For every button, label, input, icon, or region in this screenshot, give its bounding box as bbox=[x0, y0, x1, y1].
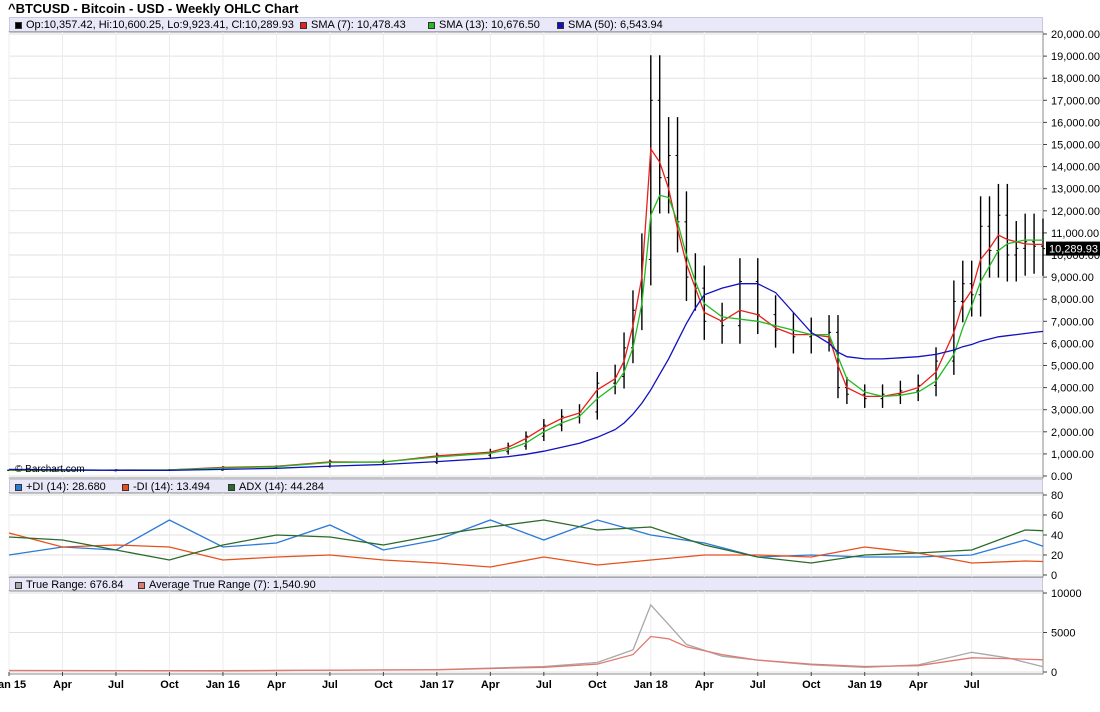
time-axis: Jan 15 Apr Jul Oct Jan 16 Apr Jul Oct Jan 17 Apr J… bbox=[0, 672, 980, 691]
adx-swatch bbox=[228, 483, 235, 491]
price-tick-label: 4,000.00 bbox=[1051, 383, 1094, 395]
time-label: Jan 17 bbox=[420, 679, 454, 691]
price-tick-label: 20,000.00 bbox=[1051, 29, 1100, 41]
atr-swatch bbox=[138, 581, 145, 589]
time-label: Jan 15 bbox=[0, 679, 26, 691]
tr-tick-label: 10000 bbox=[1051, 588, 1082, 600]
price-tick-label: 6,000.00 bbox=[1051, 338, 1094, 350]
dmi-tick-label: 0 bbox=[1051, 570, 1057, 582]
time-label: Jul bbox=[964, 679, 980, 691]
time-label: Jul bbox=[108, 679, 124, 691]
tr-panel: 10000 5000 0 bbox=[8, 588, 1082, 679]
price-tick-label: 3,000.00 bbox=[1051, 405, 1094, 417]
price-legend: Op:10,357.42, Hi:10,600.25, Lo:9,923.41,… bbox=[9, 17, 1043, 32]
price-tick-label: 16,000.00 bbox=[1051, 117, 1100, 129]
atr-legend-label: Average True Range (7): 1,540.90 bbox=[149, 579, 316, 591]
price-panel: 20,000.00 19,000.00 18,000.00 17,000.00 16,0… bbox=[7, 29, 1100, 483]
time-label: Apr bbox=[53, 679, 73, 691]
price-tick-label: 13,000.00 bbox=[1051, 184, 1100, 196]
time-label: Apr bbox=[481, 679, 501, 691]
price-tick-label: 8,000.00 bbox=[1051, 294, 1094, 306]
price-tick-label: 11,000.00 bbox=[1051, 228, 1099, 240]
price-tick-label: 18,000.00 bbox=[1051, 73, 1100, 85]
minus-di-legend-item: -DI (14): 13.494 bbox=[122, 481, 210, 493]
ohlc-legend-item: Op:10,357.42, Hi:10,600.25, Lo:9,923.41,… bbox=[15, 19, 294, 31]
sma50-legend-item: SMA (50): 6,543.94 bbox=[557, 19, 663, 31]
time-label: Jan 19 bbox=[848, 679, 882, 691]
sma-13--line bbox=[8, 194, 1043, 472]
-di-14--line bbox=[8, 532, 1044, 568]
time-label: Oct bbox=[802, 679, 821, 691]
time-label: Jul bbox=[750, 679, 766, 691]
dmi-tick-label: 40 bbox=[1051, 530, 1063, 542]
dmi-tick-label: 80 bbox=[1051, 490, 1063, 502]
price-tick-label: 7,000.00 bbox=[1051, 316, 1094, 328]
price-tick-label: 2,000.00 bbox=[1051, 427, 1094, 439]
adx-legend-label: ADX (14): 44.284 bbox=[239, 481, 324, 493]
dmi-tick-label: 60 bbox=[1051, 510, 1063, 522]
last-price-label: 10,289.93 bbox=[1049, 244, 1098, 256]
plus-di-legend-item: +DI (14): 28.680 bbox=[15, 481, 106, 493]
time-label: Oct bbox=[588, 679, 607, 691]
-di-14--line bbox=[8, 519, 1044, 558]
time-label: Jul bbox=[536, 679, 552, 691]
price-tick-label: 14,000.00 bbox=[1051, 162, 1100, 174]
tr-tick-label: 0 bbox=[1051, 667, 1057, 679]
minus-di-swatch bbox=[122, 483, 129, 491]
ohlc-swatch bbox=[15, 21, 22, 29]
time-label: Jan 18 bbox=[634, 679, 668, 691]
atr-legend-item: Average True Range (7): 1,540.90 bbox=[138, 579, 316, 591]
average-true-range-7--line bbox=[8, 635, 1044, 672]
sma50-swatch bbox=[557, 21, 564, 29]
price-tick-label: 9,000.00 bbox=[1051, 272, 1094, 284]
chart-title: ^BTCUSD - Bitcoin - USD - Weekly OHLC Ch… bbox=[8, 1, 299, 16]
plus-di-legend-label: +DI (14): 28.680 bbox=[26, 481, 106, 493]
plus-di-swatch bbox=[15, 483, 22, 491]
sma13-legend-label: SMA (13): 10,676.50 bbox=[439, 19, 540, 31]
price-tick-label: 1,000.00 bbox=[1051, 449, 1094, 461]
time-label: Apr bbox=[695, 679, 715, 691]
time-label: Apr bbox=[267, 679, 287, 691]
adx-legend-item: ADX (14): 44.284 bbox=[228, 481, 324, 493]
dmi-tick-label: 20 bbox=[1051, 550, 1063, 562]
true-range-swatch bbox=[15, 581, 22, 589]
time-label: Jul bbox=[322, 679, 338, 691]
sma50-legend-label: SMA (50): 6,543.94 bbox=[568, 19, 663, 31]
price-tick-label: 0.00 bbox=[1051, 471, 1072, 483]
price-tick-label: 19,000.00 bbox=[1051, 51, 1100, 63]
price-tick-label: 5,000.00 bbox=[1051, 361, 1094, 373]
sma-50--line bbox=[8, 283, 1044, 472]
ohlc-legend-label: Op:10,357.42, Hi:10,600.25, Lo:9,923.41,… bbox=[26, 19, 294, 31]
time-label: Jan 16 bbox=[206, 679, 240, 691]
sma13-legend-item: SMA (13): 10,676.50 bbox=[428, 19, 540, 31]
sma7-legend-item: SMA (7): 10,478.43 bbox=[300, 19, 406, 31]
price-tick-label: 12,000.00 bbox=[1051, 206, 1100, 218]
price-tick-label: 17,000.00 bbox=[1051, 95, 1100, 107]
true-range-legend-item: True Range: 676.84 bbox=[15, 579, 123, 591]
adx-14--line bbox=[8, 519, 1044, 564]
dmi-panel: 80 60 40 20 0 bbox=[8, 490, 1063, 582]
sma7-swatch bbox=[300, 21, 307, 29]
price-tick-label: 15,000.00 bbox=[1051, 140, 1100, 152]
time-label: Apr bbox=[909, 679, 929, 691]
last-price-marker bbox=[1046, 241, 1100, 256]
true-range-legend-label: True Range: 676.84 bbox=[26, 579, 124, 591]
copyright-label: © Barchart.com bbox=[15, 464, 85, 475]
sma13-swatch bbox=[428, 21, 435, 29]
sma7-legend-label: SMA (7): 10,478.43 bbox=[311, 19, 406, 31]
time-label: Oct bbox=[374, 679, 393, 691]
time-label: Oct bbox=[160, 679, 179, 691]
tr-tick-label: 5000 bbox=[1051, 628, 1075, 640]
minus-di-legend-label: -DI (14): 13.494 bbox=[133, 481, 211, 493]
